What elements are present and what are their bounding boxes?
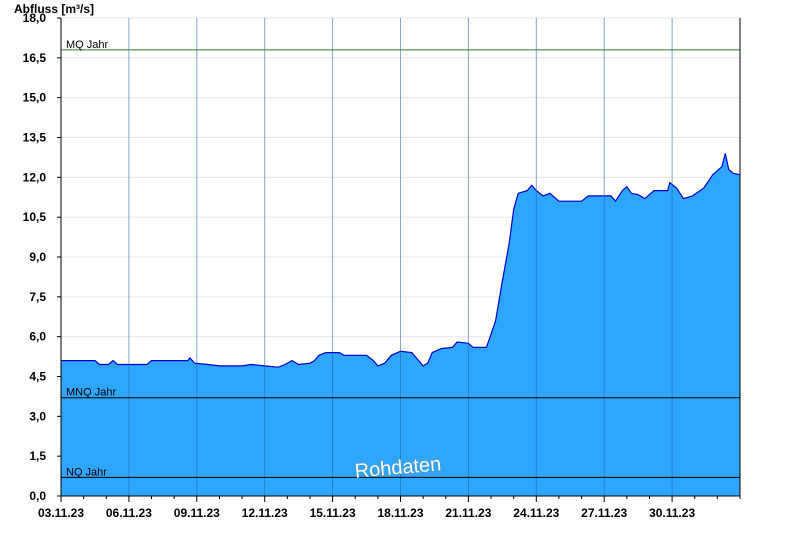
x-tick-label: 24.11.23	[513, 506, 559, 520]
y-tick-label: 7,5	[29, 290, 46, 304]
reference-line-label: MNQ Jahr	[66, 387, 116, 399]
y-tick-label: 15,0	[23, 91, 47, 105]
y-tick-label: 4,5	[29, 370, 46, 384]
y-tick-label: 13,5	[23, 131, 47, 145]
y-tick-label: 1,5	[29, 449, 46, 463]
x-tick-label: 09.11.23	[174, 506, 220, 520]
series-line	[61, 153, 741, 368]
vertical-day-lines	[128, 18, 673, 496]
x-tick-label: 21.11.23	[445, 506, 491, 520]
x-tick-label: 27.11.23	[581, 506, 627, 520]
x-tick-label: 18.11.23	[377, 506, 423, 520]
series-area	[61, 153, 741, 496]
y-tick-labels: 0,0 1,5 3,0 4,5 6,0 7,5 9,0 10,5 12,0 13,5 15,0 16,…	[23, 11, 47, 503]
y-tick-label: 6,0	[29, 330, 46, 344]
x-tick-label: 15.11.23	[310, 506, 356, 520]
y-axis-title: Abfluss [m³/s]	[14, 2, 94, 16]
x-tick-label: 30.11.23	[649, 506, 695, 520]
x-tick-label: 06.11.23	[106, 506, 152, 520]
series-area-fill	[61, 153, 740, 496]
y-tick-label: 3,0	[29, 409, 46, 423]
reference-line-label: MQ Jahr	[66, 39, 109, 51]
y-tick-label: 18,0	[23, 11, 47, 25]
y-tick-label: 16,5	[23, 51, 47, 65]
x-tick-label: 03.11.23	[38, 506, 84, 520]
x-tick-labels: 03.11.23 06.11.23 09.11.23 12.11.23 15.11.23…	[38, 506, 695, 520]
y-tick-label: 10,5	[23, 210, 47, 224]
y-tick-label: 12,0	[23, 170, 47, 184]
x-tick-label: 12.11.23	[242, 506, 288, 520]
reference-line-label: NQ Jahr	[66, 466, 107, 478]
axes	[57, 17, 741, 502]
y-tick-label: 0,0	[29, 489, 46, 503]
reference-lines: MQ Jahr MNQ Jahr NQ Jahr	[61, 39, 740, 478]
y-tick-label: 9,0	[29, 250, 46, 264]
